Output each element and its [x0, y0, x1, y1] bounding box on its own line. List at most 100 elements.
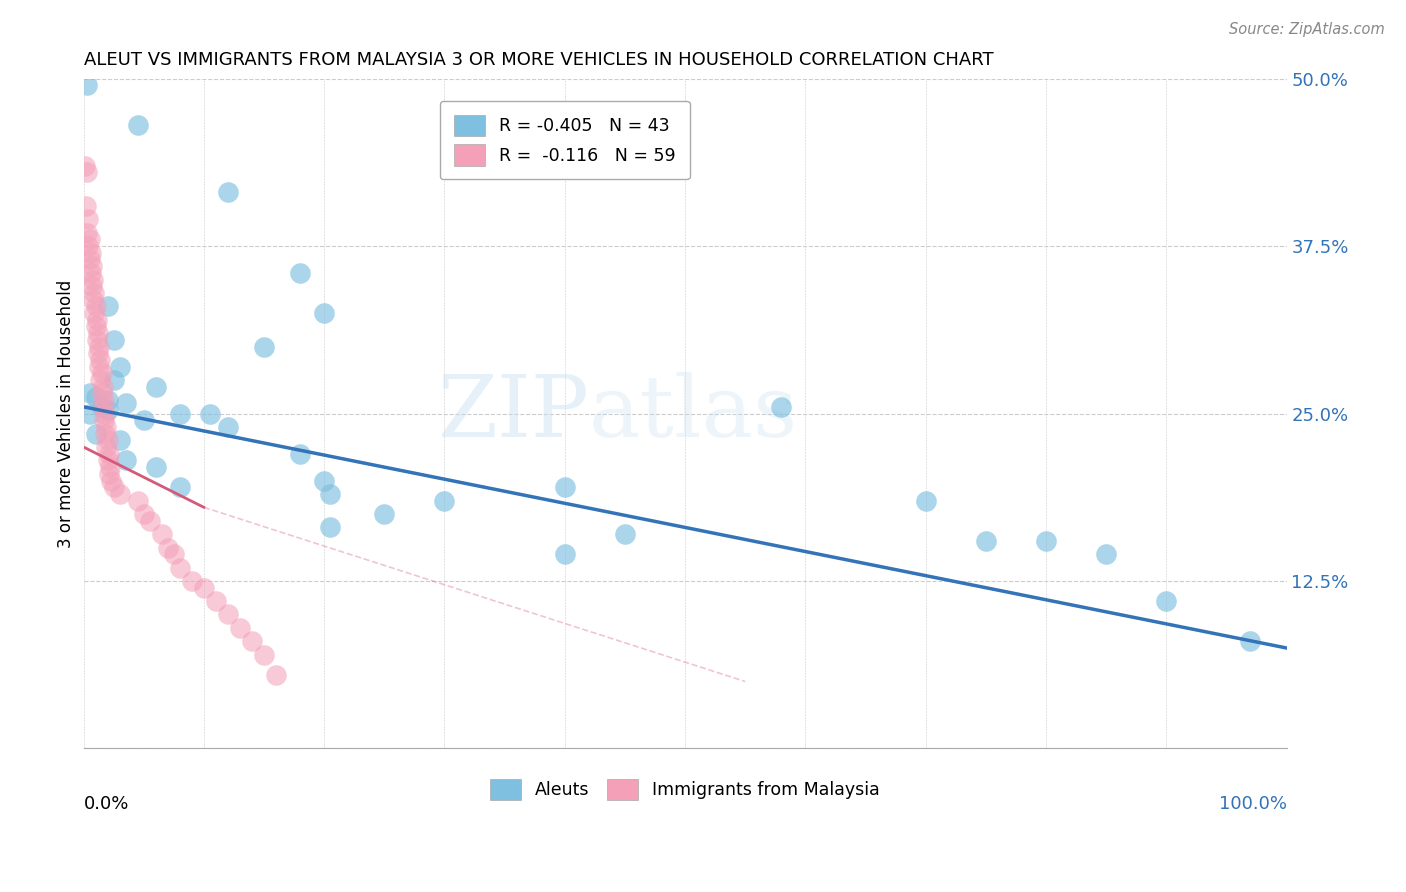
Point [94, 426, 117, 441]
Point [77, 212, 100, 227]
Text: atlas: atlas [589, 372, 799, 455]
Point [373, 507, 395, 521]
Point [90, 400, 112, 414]
Point [89, 339, 111, 353]
Point [264, 667, 287, 681]
Point [87, 326, 110, 340]
Point [103, 333, 125, 347]
Point [145, 460, 167, 475]
Point [1035, 533, 1057, 548]
Text: Source: ZipAtlas.com: Source: ZipAtlas.com [1229, 22, 1385, 37]
Point [84, 426, 107, 441]
Point [108, 487, 131, 501]
Point [83, 306, 105, 320]
Point [80, 279, 103, 293]
Point [100, 474, 122, 488]
Point [79, 407, 101, 421]
Point [89, 353, 111, 368]
Point [76, 226, 98, 240]
Point [554, 547, 576, 561]
Point [914, 493, 936, 508]
Point [108, 359, 131, 374]
Point [108, 434, 131, 448]
Point [80, 245, 103, 260]
Point [253, 648, 276, 662]
Point [114, 453, 136, 467]
Point [84, 391, 107, 405]
Point [169, 480, 191, 494]
Text: ALEUT VS IMMIGRANTS FROM MALAYSIA 3 OR MORE VEHICLES IN HOUSEHOLD CORRELATION CH: ALEUT VS IMMIGRANTS FROM MALAYSIA 3 OR M… [83, 51, 993, 69]
Point [127, 119, 149, 133]
Point [169, 407, 191, 421]
Point [93, 413, 115, 427]
Point [86, 312, 108, 326]
Point [974, 533, 997, 548]
Legend: Aleuts, Immigrants from Malaysia: Aleuts, Immigrants from Malaysia [484, 772, 887, 806]
Point [150, 527, 173, 541]
Point [156, 541, 179, 555]
Text: 0.0%: 0.0% [83, 796, 129, 814]
Point [86, 333, 108, 347]
Point [89, 359, 111, 374]
Point [229, 621, 252, 635]
Point [91, 380, 114, 394]
Text: 100.0%: 100.0% [1219, 796, 1286, 814]
Point [1239, 634, 1261, 648]
Point [314, 306, 336, 320]
Point [97, 434, 120, 448]
Point [96, 420, 118, 434]
Point [240, 634, 263, 648]
Point [84, 299, 107, 313]
Point [80, 266, 103, 280]
Point [76, 78, 98, 93]
Point [613, 527, 636, 541]
Point [433, 493, 456, 508]
Point [217, 420, 239, 434]
Point [82, 272, 104, 286]
Point [1154, 594, 1177, 608]
Point [314, 474, 336, 488]
Point [89, 373, 111, 387]
Point [80, 259, 103, 273]
Point [163, 547, 186, 561]
Point [73, 159, 96, 173]
Point [127, 493, 149, 508]
Point [87, 346, 110, 360]
Point [96, 440, 118, 454]
Point [193, 581, 215, 595]
Point [91, 400, 114, 414]
Text: ZIP: ZIP [437, 372, 589, 455]
Point [97, 447, 120, 461]
Point [103, 373, 125, 387]
Point [319, 487, 342, 501]
Point [83, 285, 105, 300]
Point [97, 402, 120, 417]
Point [93, 393, 115, 408]
Point [79, 386, 101, 401]
Point [76, 165, 98, 179]
Point [77, 239, 100, 253]
Point [288, 266, 311, 280]
Point [97, 393, 120, 408]
Point [94, 407, 117, 421]
Point [98, 460, 121, 475]
Point [79, 232, 101, 246]
Point [198, 407, 221, 421]
Point [253, 339, 276, 353]
Point [169, 560, 191, 574]
Point [132, 507, 155, 521]
Point [217, 607, 239, 622]
Point [82, 293, 104, 307]
Point [770, 400, 793, 414]
Point [114, 396, 136, 410]
Point [103, 480, 125, 494]
Point [217, 186, 239, 200]
Point [180, 574, 202, 588]
Y-axis label: 3 or more Vehicles in Household: 3 or more Vehicles in Household [58, 279, 75, 548]
Point [79, 252, 101, 267]
Point [75, 199, 97, 213]
Point [132, 413, 155, 427]
Point [1095, 547, 1118, 561]
Point [97, 467, 120, 481]
Point [138, 514, 160, 528]
